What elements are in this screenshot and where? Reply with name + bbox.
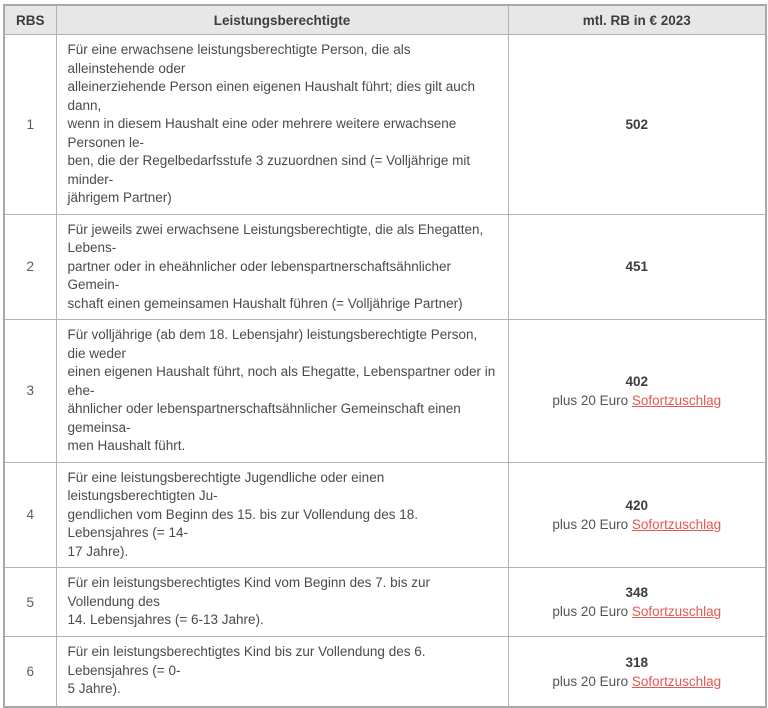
amount-cell: 451 [507,213,767,320]
rbs-number: 6 [3,636,57,708]
table-row: 4 Für eine leistungsberechtigte Jugendli… [3,461,767,568]
sofortzuschlag-link[interactable]: Sofortzuschlag [631,604,722,619]
amount-cell: 318 plus 20 Euro Sofortzuschlag [507,636,767,708]
surcharge-line: plus 20 Euro Sofortzuschlag [517,391,758,410]
surcharge-line: plus 20 Euro Sofortzuschlag [517,515,758,534]
description-text: Für eine leistungsberechtigte Jugendlich… [55,461,509,568]
surcharge-prefix: plus 20 Euro [552,673,632,689]
amount-value: 402 [625,373,649,389]
amount-value: 318 [625,654,649,670]
surcharge-line: plus 20 Euro Sofortzuschlag [517,602,758,621]
amount-value: 451 [625,259,649,275]
table-row: 3 Für volljährige (ab dem 18. Lebensjahr… [3,319,767,463]
amount-value: 420 [625,497,649,513]
sofortzuschlag-link[interactable]: Sofortzuschlag [631,516,722,532]
description-text: Für jeweils zwei erwachsene Leistungsber… [55,213,509,320]
surcharge-prefix: plus 20 Euro [552,392,632,408]
description-text: Für volljährige (ab dem 18. Lebensjahr) … [55,319,509,463]
surcharge-prefix: plus 20 Euro [552,604,632,619]
amount-cell: 402 plus 20 Euro Sofortzuschlag [507,319,767,463]
amount-cell: 420 plus 20 Euro Sofortzuschlag [507,461,767,568]
table-row: 5 Für ein leistungsberechtigtes Kind vom… [3,567,767,637]
description-text: Für ein leistungsberechtigtes Kind bis z… [55,636,509,708]
rbs-number: 3 [3,319,57,463]
sofortzuschlag-link[interactable]: Sofortzuschlag [631,392,722,408]
rbs-number: 4 [3,461,57,568]
regelbedarf-table: RBS Leistungsberechtigte mtl. RB in € 20… [3,4,767,708]
page: RBS Leistungsberechtigte mtl. RB in € 20… [3,4,767,708]
column-header-leistungsberechtigte: Leistungsberechtigte [55,4,509,35]
column-header-rbs: RBS [3,4,57,35]
amount-cell: 502 [507,34,767,215]
surcharge-line: plus 20 Euro Sofortzuschlag [517,672,758,691]
table-row: 6 Für ein leistungsberechtigtes Kind bis… [3,636,767,708]
table-header-row: RBS Leistungsberechtigte mtl. RB in € 20… [3,4,767,35]
amount-value: 502 [625,116,649,132]
amount-cell: 348 plus 20 Euro Sofortzuschlag [507,567,767,637]
table-row: 2 Für jeweils zwei erwachsene Leistungsb… [3,213,767,320]
table-row: 1 Für eine erwachsene leistungsberechtig… [3,34,767,215]
rbs-number: 5 [3,567,57,637]
description-text: Für eine erwachsene leistungsberechtigte… [55,34,509,215]
rbs-number: 2 [3,213,57,320]
surcharge-prefix: plus 20 Euro [552,516,632,532]
column-header-amount: mtl. RB in € 2023 [507,4,767,35]
sofortzuschlag-link[interactable]: Sofortzuschlag [631,673,722,689]
description-text: Für ein leistungsberechtigtes Kind vom B… [55,567,509,637]
rbs-number: 1 [3,34,57,215]
amount-value: 348 [625,585,649,600]
